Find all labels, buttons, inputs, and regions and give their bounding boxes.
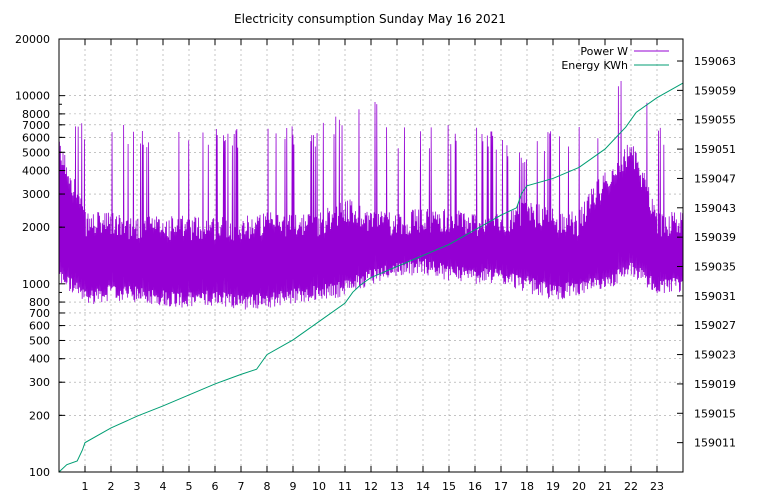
y-tick-label: 500 <box>29 334 50 347</box>
x-tick-label: 20 <box>572 480 586 493</box>
energy-series <box>58 82 684 473</box>
y-tick-label: 20000 <box>15 33 50 46</box>
axis-ticks: 1 2 3 4 5 6 7 8 9 10 11 12 13 14 15 16 17 18 19 20 21 22 23100… <box>15 33 736 493</box>
y2-tick-label: 159035 <box>694 261 736 274</box>
energy-line <box>58 82 684 473</box>
x-tick-label: 17 <box>494 480 508 493</box>
y-tick-label: 10000 <box>15 90 50 103</box>
y-tick-label: 300 <box>29 376 50 389</box>
y-tick-label: 2000 <box>22 221 50 234</box>
y-tick-label: 3000 <box>22 188 50 201</box>
y2-tick-label: 159023 <box>694 349 736 362</box>
y-tick-label: 400 <box>29 353 50 366</box>
x-tick-label: 8 <box>264 480 271 493</box>
legend-label-power: Power W <box>580 45 628 58</box>
chart-title: Electricity consumption Sunday May 16 20… <box>234 12 506 26</box>
y-tick-label: 600 <box>29 320 50 333</box>
y-tick-label: 700 <box>29 307 50 320</box>
x-tick-label: 5 <box>186 480 193 493</box>
y-tick-label: 7000 <box>22 119 50 132</box>
x-tick-label: 1 <box>82 480 89 493</box>
y2-tick-label: 159019 <box>694 378 736 391</box>
x-tick-label: 2 <box>108 480 115 493</box>
x-tick-label: 22 <box>624 480 638 493</box>
x-tick-label: 14 <box>416 480 430 493</box>
x-tick-label: 10 <box>312 480 326 493</box>
x-tick-label: 16 <box>468 480 482 493</box>
x-tick-label: 4 <box>160 480 167 493</box>
y-tick-label: 6000 <box>22 131 50 144</box>
y2-tick-label: 159039 <box>694 231 736 244</box>
y2-tick-label: 159043 <box>694 202 736 215</box>
y-tick-label: 200 <box>29 409 50 422</box>
x-tick-label: 21 <box>598 480 612 493</box>
x-tick-label: 6 <box>212 480 219 493</box>
y2-tick-label: 159027 <box>694 319 736 332</box>
y2-tick-label: 159011 <box>694 437 736 450</box>
x-tick-label: 7 <box>238 480 245 493</box>
y2-tick-label: 159051 <box>694 143 736 156</box>
x-tick-label: 19 <box>546 480 560 493</box>
x-tick-label: 18 <box>520 480 534 493</box>
x-tick-label: 11 <box>338 480 352 493</box>
legend: Power W Energy KWh <box>561 45 669 72</box>
x-tick-label: 23 <box>650 480 664 493</box>
y2-tick-label: 159015 <box>694 407 736 420</box>
y2-tick-label: 159063 <box>694 55 736 68</box>
x-tick-label: 9 <box>290 480 297 493</box>
y2-tick-label: 159031 <box>694 290 736 303</box>
y2-tick-label: 159047 <box>694 172 736 185</box>
y-tick-label: 800 <box>29 296 50 309</box>
y-tick-label: 5000 <box>22 146 50 159</box>
y-tick-label: 1000 <box>22 278 50 291</box>
x-tick-label: 12 <box>364 480 378 493</box>
y-tick-label: 8000 <box>22 108 50 121</box>
y-tick-label: 100 <box>29 466 50 479</box>
power-line <box>58 81 684 310</box>
y2-tick-label: 159055 <box>694 114 736 127</box>
legend-label-energy: Energy KWh <box>561 59 628 72</box>
x-tick-label: 13 <box>390 480 404 493</box>
x-tick-label: 15 <box>442 480 456 493</box>
x-tick-label: 3 <box>134 480 141 493</box>
y2-tick-label: 159059 <box>694 84 736 97</box>
power-series <box>58 81 684 310</box>
y-tick-label: 4000 <box>22 165 50 178</box>
